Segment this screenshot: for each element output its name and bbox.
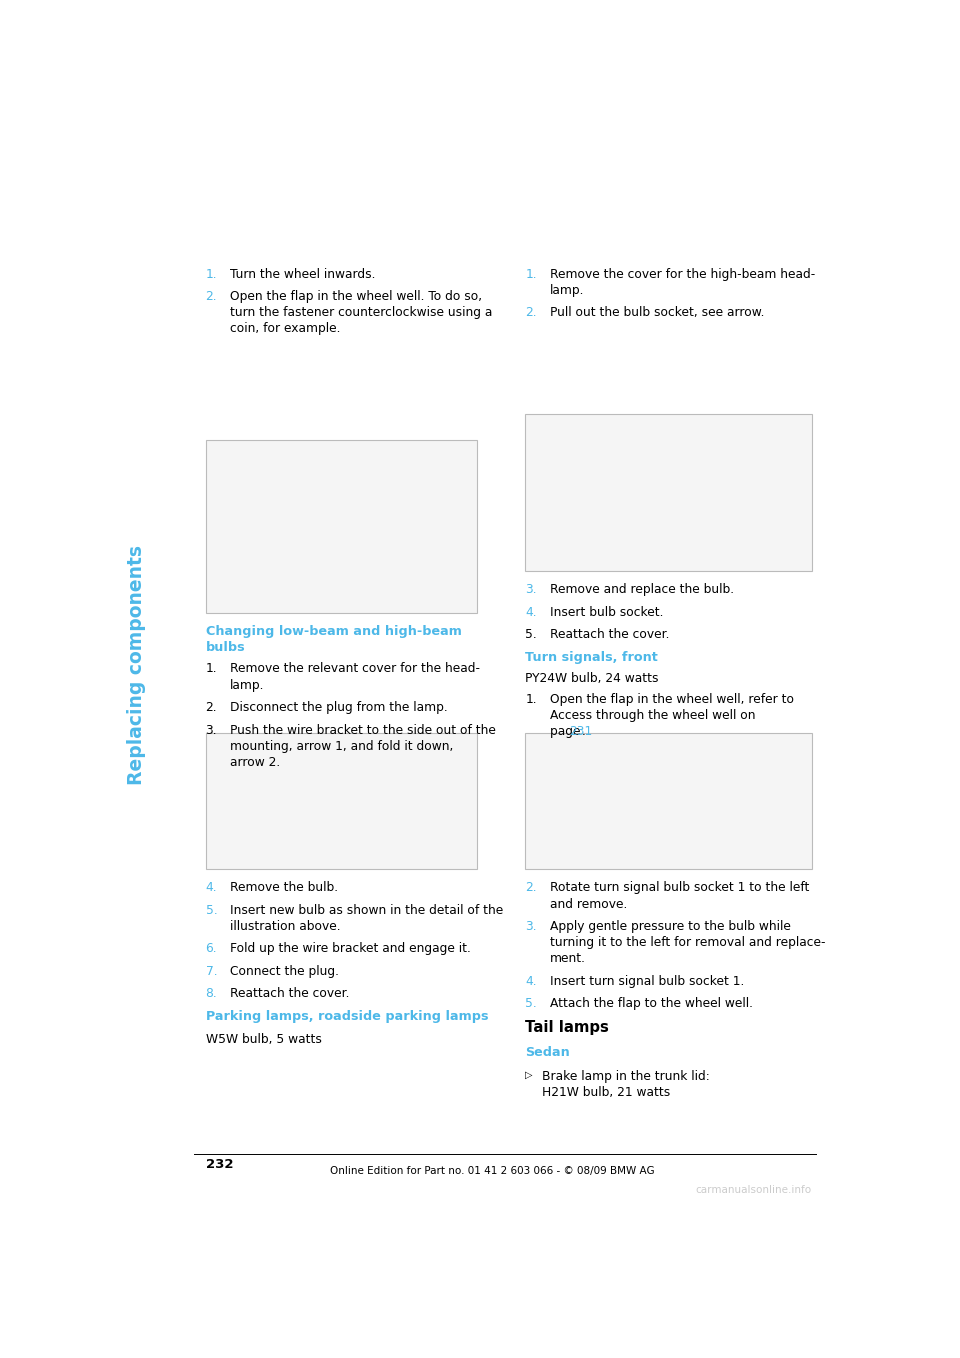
Text: Parking lamps, roadside parking lamps: Parking lamps, roadside parking lamps [205,1010,488,1023]
Bar [525,733,812,869]
Text: Apply gentle pressure to the bulb while: Apply gentle pressure to the bulb while [550,919,791,933]
Text: Attach the flap to the wheel well.: Attach the flap to the wheel well. [550,997,753,1010]
Text: Connect the plug.: Connect the plug. [230,966,339,978]
Text: Remove the relevant cover for the head-: Remove the relevant cover for the head- [230,663,480,675]
Text: 1.: 1. [205,268,217,281]
Text: Reattach the cover.: Reattach the cover. [230,987,349,1001]
Text: coin, for example.: coin, for example. [230,322,341,335]
Text: ▷: ▷ [525,1070,533,1080]
Text: Remove the bulb.: Remove the bulb. [230,881,338,895]
Text: Insert bulb socket.: Insert bulb socket. [550,606,663,619]
Bar [205,733,477,869]
Text: 8.: 8. [205,987,217,1001]
Text: Reattach the cover.: Reattach the cover. [550,629,669,641]
Text: Insert new bulb as shown in the detail of the: Insert new bulb as shown in the detail o… [230,904,503,917]
Text: page: page [550,725,585,739]
Text: PY24W bulb, 24 watts: PY24W bulb, 24 watts [525,672,659,684]
Text: 7.: 7. [205,966,217,978]
Text: 4.: 4. [525,975,537,987]
Text: Changing low-beam and high-beam: Changing low-beam and high-beam [205,625,462,638]
Bar [525,414,812,570]
Text: .: . [581,725,586,739]
Text: bulbs: bulbs [205,641,245,655]
Text: Sedan: Sedan [525,1046,570,1059]
Text: 4.: 4. [205,881,217,895]
Text: 3.: 3. [525,919,537,933]
Text: W5W bulb, 5 watts: W5W bulb, 5 watts [205,1032,322,1046]
Text: turn the fastener counterclockwise using a: turn the fastener counterclockwise using… [230,306,492,319]
Text: 232: 232 [205,1158,233,1171]
Text: 2.: 2. [205,291,217,303]
Text: Replacing components: Replacing components [127,545,146,785]
Text: 1.: 1. [205,663,217,675]
Text: Access through the wheel well on: Access through the wheel well on [550,709,756,722]
Text: 1.: 1. [525,268,537,281]
Text: lamp.: lamp. [550,284,585,297]
Text: arrow 2.: arrow 2. [230,756,280,769]
Text: 1.: 1. [525,693,537,706]
Text: Remove the cover for the high-beam head-: Remove the cover for the high-beam head- [550,268,815,281]
Text: Insert turn signal bulb socket 1.: Insert turn signal bulb socket 1. [550,975,744,987]
Text: Fold up the wire bracket and engage it.: Fold up the wire bracket and engage it. [230,942,471,956]
Text: Push the wire bracket to the side out of the: Push the wire bracket to the side out of… [230,724,496,736]
Text: Remove and replace the bulb.: Remove and replace the bulb. [550,584,734,596]
Text: 2.: 2. [205,701,217,714]
Text: H21W bulb, 21 watts: H21W bulb, 21 watts [541,1086,670,1100]
Text: Disconnect the plug from the lamp.: Disconnect the plug from the lamp. [230,701,448,714]
Text: 2.: 2. [525,881,537,895]
Text: 6.: 6. [205,942,217,956]
Text: 4.: 4. [525,606,537,619]
Text: Open the flap in the wheel well, refer to: Open the flap in the wheel well, refer t… [550,693,794,706]
Text: Online Edition for Part no. 01 41 2 603 066 - © 08/09 BMW AG: Online Edition for Part no. 01 41 2 603 … [329,1167,655,1176]
Text: Turn the wheel inwards.: Turn the wheel inwards. [230,268,375,281]
Text: lamp.: lamp. [230,679,265,691]
Text: Rotate turn signal bulb socket 1 to the left: Rotate turn signal bulb socket 1 to the … [550,881,809,895]
Text: Tail lamps: Tail lamps [525,1020,610,1035]
Text: turning it to the left for removal and replace-: turning it to the left for removal and r… [550,936,826,949]
Text: 2.: 2. [525,306,537,319]
Text: 3.: 3. [205,724,217,736]
Text: 231: 231 [569,725,593,739]
Text: Turn signals, front: Turn signals, front [525,650,659,664]
Text: carmanualsonline.info: carmanualsonline.info [696,1184,812,1195]
Text: Open the flap in the wheel well. To do so,: Open the flap in the wheel well. To do s… [230,291,482,303]
Text: and remove.: and remove. [550,898,628,910]
Text: mounting, arrow 1, and fold it down,: mounting, arrow 1, and fold it down, [230,740,453,752]
Bar [205,440,477,612]
Text: ment.: ment. [550,952,586,966]
Text: Pull out the bulb socket, see arrow.: Pull out the bulb socket, see arrow. [550,306,764,319]
Text: illustration above.: illustration above. [230,919,341,933]
Text: 3.: 3. [525,584,537,596]
Text: 5.: 5. [205,904,217,917]
Text: 5.: 5. [525,629,538,641]
Text: Brake lamp in the trunk lid:: Brake lamp in the trunk lid: [541,1070,709,1084]
Text: 5.: 5. [525,997,538,1010]
